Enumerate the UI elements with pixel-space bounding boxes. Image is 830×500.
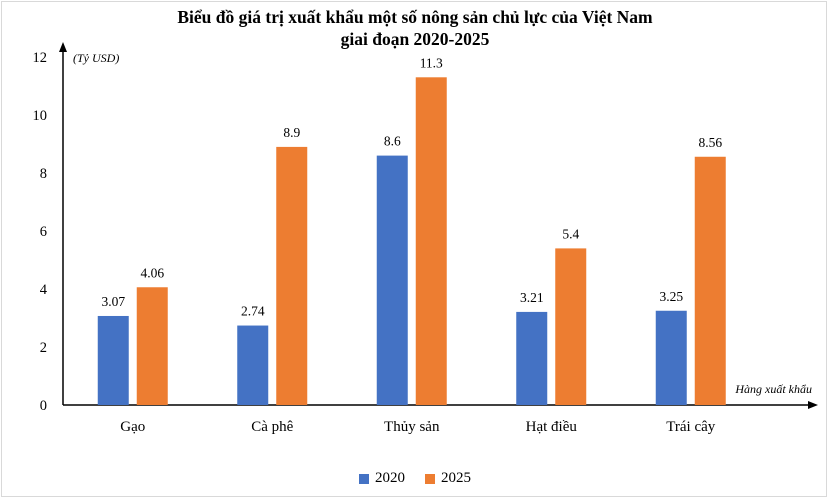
data-label-2020: 3.25 [659,289,683,304]
x-category-label: Hạt điều [526,419,578,435]
bar-2025 [555,248,587,405]
data-label-2020: 2.74 [241,304,265,319]
x-axis-title: Hàng xuất khẩu [734,382,812,396]
chart-title: Biểu đồ giá trị xuất khẩu một số nông sả… [0,6,830,50]
y-tick-label: 10 [33,108,48,124]
bar-2020 [97,315,129,405]
bar-2020 [237,325,269,405]
data-label-2025: 5.4 [562,226,579,241]
x-category-label: Cà phê [251,419,293,435]
data-label-2025: 8.9 [283,125,300,140]
data-label-2025: 11.3 [420,55,443,70]
bar-2020 [376,155,408,405]
data-label-2020: 3.21 [520,290,544,305]
x-axis-arrow [808,401,818,409]
data-label-2020: 8.6 [384,134,401,149]
x-category-label: Thủy sản [384,419,440,435]
y-axis-arrow [59,42,67,52]
data-label-2020: 3.07 [101,294,125,309]
data-label-2025: 8.56 [698,135,722,150]
legend-item-2025: 2025 [425,470,471,487]
chart-title-line2: giai đoạn 2020-2025 [340,29,490,49]
y-tick-label: 2 [40,340,47,356]
y-tick-label: 0 [40,398,47,414]
y-tick-label: 4 [40,282,48,298]
legend-label-2020: 2020 [375,470,405,486]
legend-swatch-2025 [425,473,435,484]
bar-2020 [655,310,687,405]
x-category-label: Gạo [120,419,145,435]
bar-2020 [516,311,548,405]
y-tick-label: 12 [33,50,48,66]
bar-2025 [415,77,447,406]
legend-item-2020: 2020 [359,470,405,487]
chart-legend: 2020 2025 [0,470,830,487]
bar-2025 [694,156,726,405]
legend-label-2025: 2025 [441,470,471,486]
y-tick-label: 6 [40,224,47,240]
chart-title-line1: Biểu đồ giá trị xuất khẩu một số nông sả… [177,7,653,27]
y-axis-title: (Tỷ USD) [73,51,119,65]
bar-2025 [276,146,308,405]
x-category-label: Trái cây [666,419,716,435]
y-tick-label: 8 [40,166,47,182]
bar-2025 [136,287,168,405]
legend-swatch-2020 [359,473,369,484]
data-label-2025: 4.06 [140,265,164,280]
